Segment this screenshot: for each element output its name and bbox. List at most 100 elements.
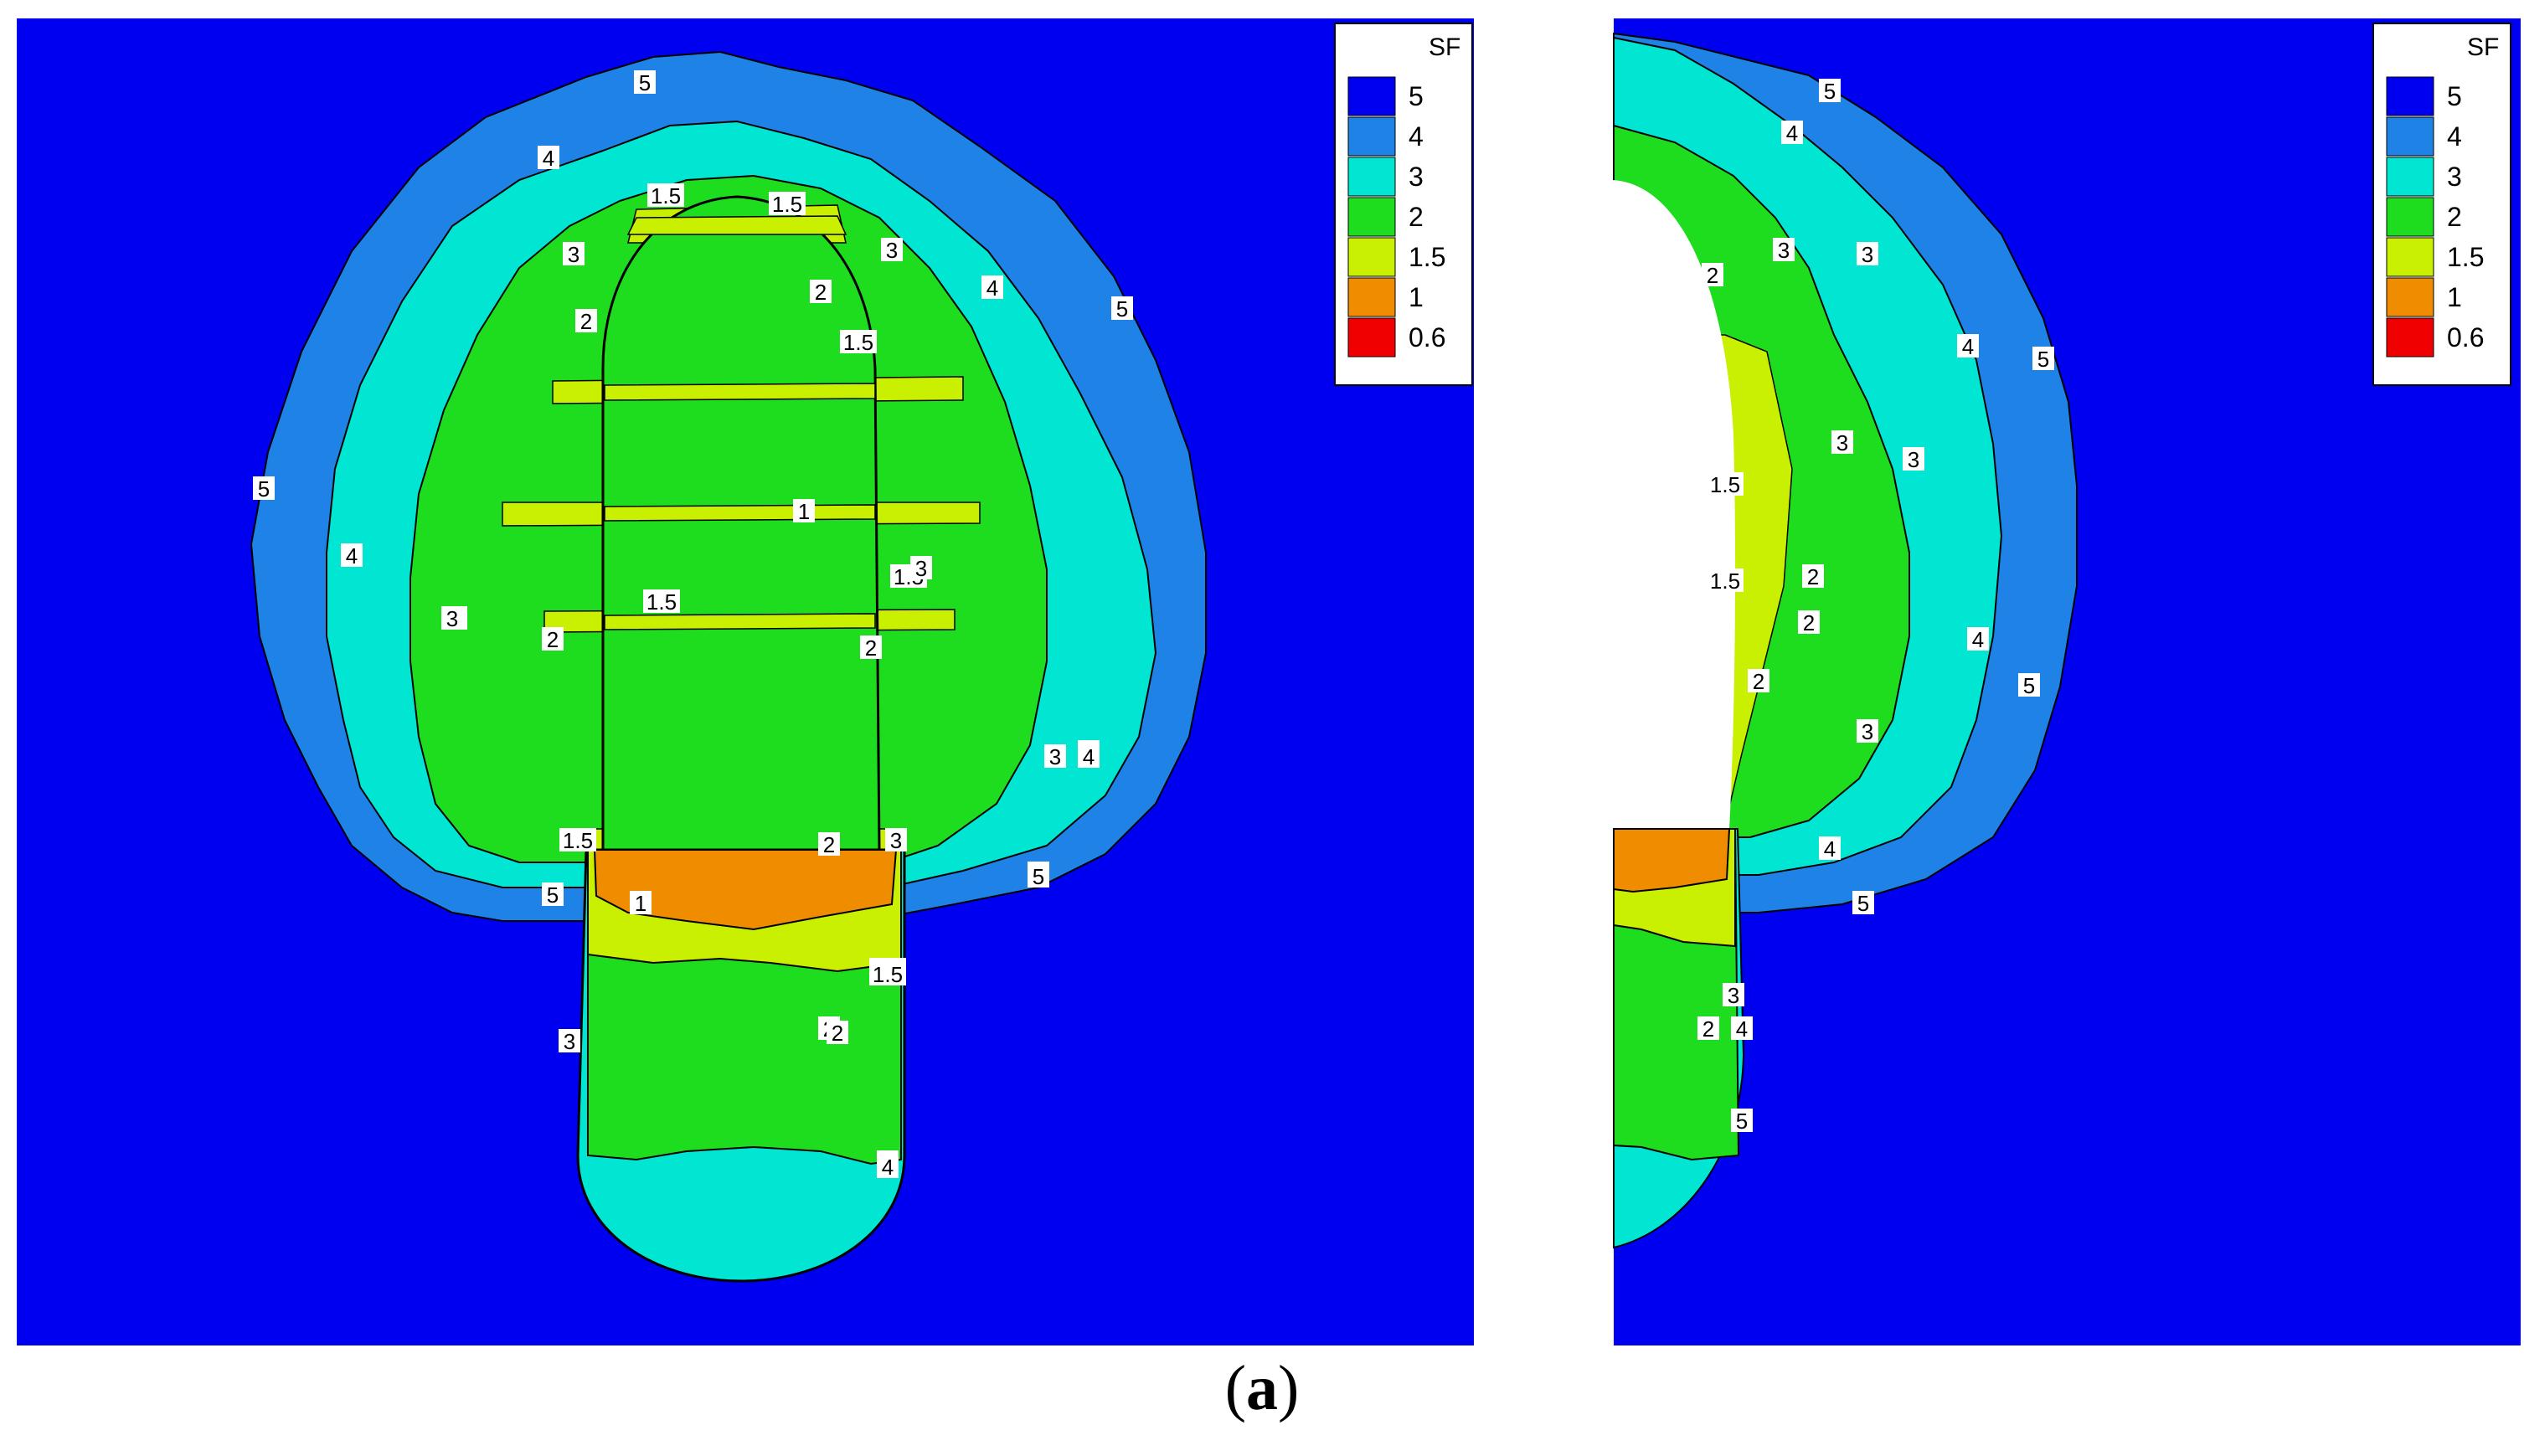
contour-label-bg xyxy=(542,627,564,651)
contour-label-bg xyxy=(630,891,652,914)
contour-label-bg xyxy=(1957,334,1979,358)
legend-label: 1.5 xyxy=(1409,242,1445,272)
contour-label-bg xyxy=(840,330,877,353)
contour-label: 3 xyxy=(1862,242,1873,267)
contour-label-bg xyxy=(1731,1109,1753,1132)
contour-label: 2 xyxy=(865,635,877,661)
contour-label: 4 xyxy=(1972,627,1984,652)
contour-label: 5 xyxy=(2023,673,2035,698)
legend-swatch xyxy=(1347,317,1396,358)
legend-label: 0.6 xyxy=(1409,322,1445,352)
contour-label: 1.5 xyxy=(1710,569,1740,594)
contour-label: 1.5 xyxy=(646,589,677,615)
contour-label: 2 xyxy=(832,1021,843,1046)
legend-swatch xyxy=(2386,277,2434,317)
contour-label: 2 xyxy=(1702,1016,1714,1042)
right-legend-items: 5 4 3 2 1.5 1 0.6 xyxy=(2386,76,2484,358)
contour-label: 4 xyxy=(1824,836,1836,862)
contour-label: 1.5 xyxy=(1710,472,1740,497)
contour-label: 3 xyxy=(564,1029,575,1054)
contour-label-bg xyxy=(1707,472,1744,496)
legend-label: 2 xyxy=(1409,202,1424,232)
contour-label: 5 xyxy=(2037,347,2049,372)
left-contour-labels: 54321.51.521.534554321.511.5234321.51.52… xyxy=(253,70,1133,1180)
contour-label-bg xyxy=(793,499,815,522)
contour-label: 1 xyxy=(798,499,810,524)
contour-label-bg xyxy=(647,183,684,207)
contour-label: 5 xyxy=(258,476,270,502)
legend-swatch xyxy=(2386,197,2434,237)
contour-label: 4 xyxy=(543,146,554,171)
legend-label: 3 xyxy=(1409,162,1424,192)
contour-label-bg xyxy=(1044,744,1066,768)
legend-swatch xyxy=(2386,317,2434,358)
contour-label: 5 xyxy=(1033,864,1044,889)
contour-label-bg xyxy=(643,589,680,613)
legend-swatch xyxy=(1347,197,1396,237)
contour-label-bg xyxy=(860,635,882,659)
contour-label-bg xyxy=(1857,242,1878,265)
caption-close-paren: ) xyxy=(1278,1353,1300,1423)
legend-swatch xyxy=(1347,157,1396,197)
contour-label: 3 xyxy=(568,242,579,267)
contour-label: 3 xyxy=(446,606,458,631)
contour-label-bg xyxy=(1707,569,1744,592)
contour-label-bg xyxy=(1702,263,1723,286)
contour-label-bg xyxy=(542,882,564,906)
legend-swatch xyxy=(1347,76,1396,116)
legend-swatch xyxy=(1347,237,1396,277)
contour-label-bg xyxy=(769,192,806,215)
contour-label-bg xyxy=(1748,669,1769,692)
legend-label: 4 xyxy=(1409,121,1424,152)
contour-label: 4 xyxy=(1083,744,1095,769)
contour-label-bg xyxy=(1798,610,1820,634)
contour-label: 2 xyxy=(1753,669,1764,694)
contour-label-bg xyxy=(810,280,832,303)
contour-label-bg xyxy=(1802,564,1824,588)
contour-label: 2 xyxy=(1803,610,1815,635)
right-legend-title: SF xyxy=(2467,33,2499,61)
contour-label: 4 xyxy=(1786,121,1798,146)
contour-label: 3 xyxy=(1908,447,1919,472)
contour-label: 4 xyxy=(882,1155,894,1180)
contour-label: 4 xyxy=(1962,334,1974,359)
contour-label: 1.5 xyxy=(843,330,873,355)
contour-label: 1 xyxy=(635,891,646,916)
contour-label-bg xyxy=(2032,347,2054,370)
contour-label: 1.5 xyxy=(563,828,593,853)
contour-label-bg xyxy=(881,238,903,261)
left-legend-items: 5 4 3 2 1.5 1 0.6 xyxy=(1347,76,1445,358)
right-cavity-cutout xyxy=(1610,180,1736,829)
legend-label: 5 xyxy=(1409,81,1424,111)
contour-label: 1.5 xyxy=(772,192,802,217)
contour-label-bg xyxy=(981,275,1003,299)
legend-label: 0.6 xyxy=(2447,322,2484,352)
contour-label: 4 xyxy=(1736,1016,1748,1042)
right-lower-body-level-1 xyxy=(1613,828,1731,893)
contour-label-bg xyxy=(1967,627,1989,651)
contour-label-bg xyxy=(2018,673,2040,697)
contour-label-bg xyxy=(559,828,596,851)
contour-label-bg xyxy=(1078,744,1100,768)
contour-label: 5 xyxy=(639,70,651,95)
figure-caption: (a) xyxy=(0,1352,2524,1425)
contour-label: 3 xyxy=(1778,238,1790,263)
left-legend-title: SF xyxy=(1429,33,1460,61)
contour-label: 2 xyxy=(823,832,835,857)
legend-swatch xyxy=(1347,277,1396,317)
contour-label-bg xyxy=(869,962,906,985)
contour-label: 2 xyxy=(1807,564,1819,589)
contour-label: 1.5 xyxy=(651,183,681,208)
contour-label-bg xyxy=(1903,447,1924,471)
contour-label-bg xyxy=(1831,430,1853,454)
contour-label-bg xyxy=(1857,719,1878,743)
contour-label: 3 xyxy=(1836,430,1848,455)
contour-label: 2 xyxy=(1707,263,1718,288)
contour-label-bg xyxy=(1697,1016,1719,1040)
contour-label: 3 xyxy=(1728,983,1739,1008)
contour-label-bg xyxy=(877,1155,899,1178)
contour-label-bg xyxy=(1731,1016,1753,1040)
